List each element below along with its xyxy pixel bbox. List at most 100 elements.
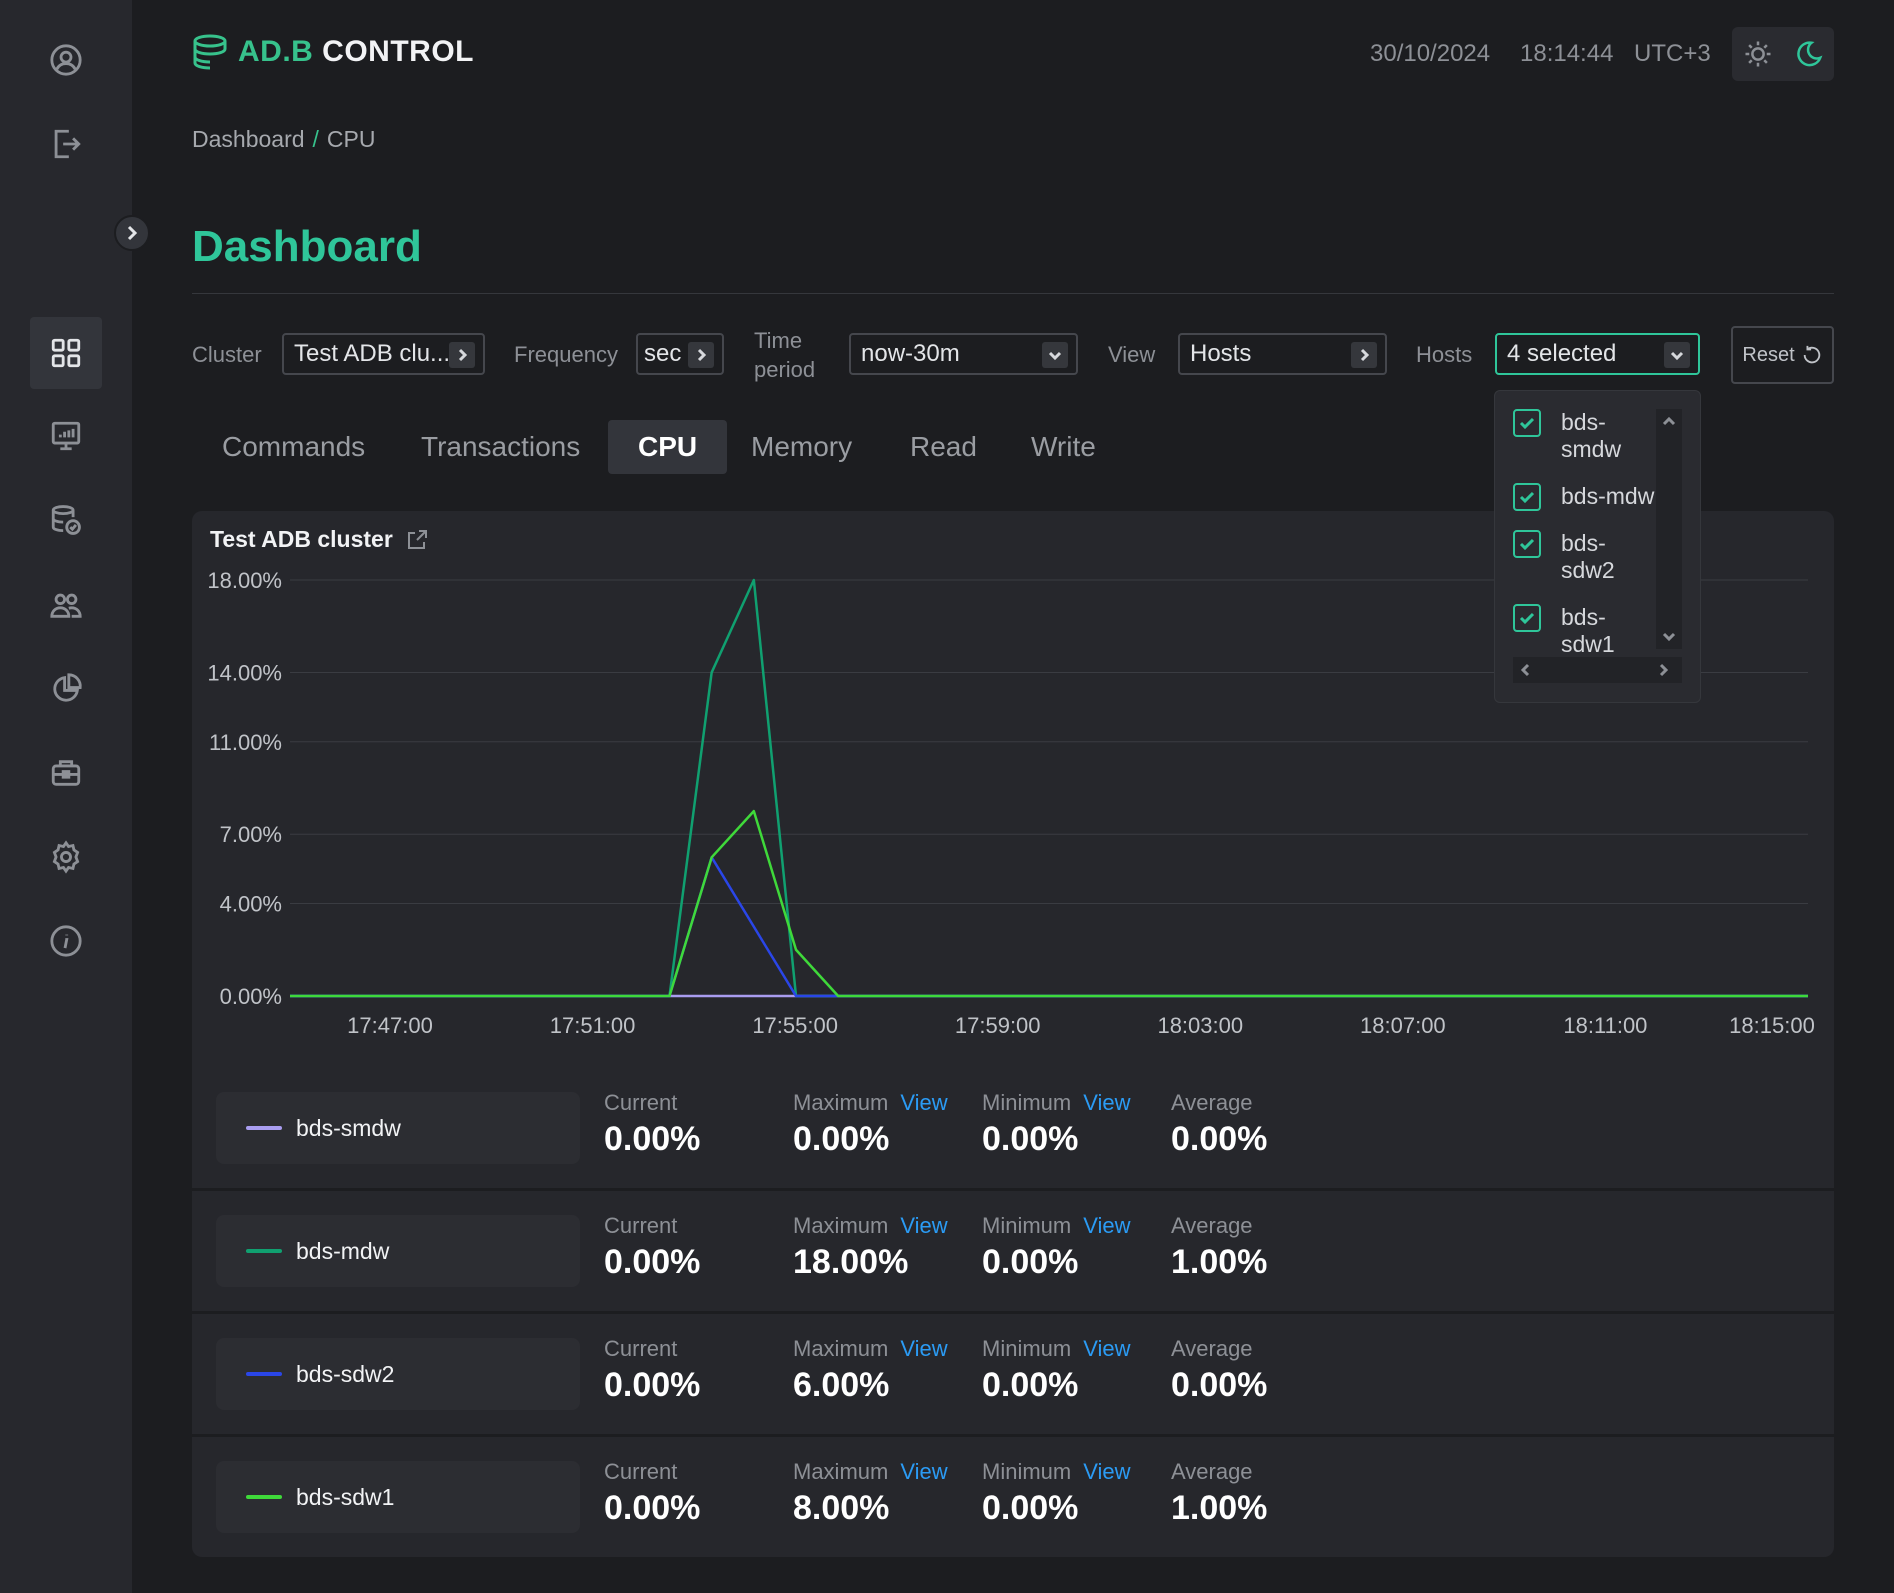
chevron-down-icon[interactable]: [1662, 629, 1676, 643]
y-tick-label: 14.00%: [207, 660, 282, 685]
cluster-select[interactable]: Test ADB clu...: [282, 333, 485, 375]
row-divider: [192, 1434, 1834, 1437]
stat-label: Current: [604, 1213, 678, 1238]
chart-title: Test ADB cluster: [210, 526, 429, 553]
external-link-icon[interactable]: [405, 528, 429, 552]
hosts-value: 4 selected: [1507, 340, 1617, 367]
host-option-sdw2[interactable]: bds-sdw2: [1513, 530, 1615, 584]
stat-value: 18.00%: [793, 1243, 909, 1281]
theme-toggle[interactable]: [1732, 27, 1834, 81]
app-logo[interactable]: AD.B CONTROL: [192, 32, 474, 72]
series-line-bds-sdw1[interactable]: [290, 809, 1808, 998]
host-option-label: bds-: [1561, 530, 1606, 556]
breadcrumb-dashboard[interactable]: Dashboard: [192, 126, 305, 152]
header-time: 18:14:44: [1520, 40, 1614, 67]
chevron-right-icon[interactable]: [1656, 663, 1670, 677]
legend-item[interactable]: bds-smdw: [216, 1092, 580, 1164]
tab-cpu[interactable]: CPU: [608, 420, 728, 474]
reset-button[interactable]: Reset: [1731, 326, 1834, 384]
y-tick-label: 7.00%: [220, 822, 282, 847]
chevron-right-icon: [697, 348, 707, 362]
tab-write[interactable]: Write: [1031, 431, 1096, 462]
x-tick-label: 17:47:00: [347, 1013, 433, 1038]
title-divider: [192, 293, 1834, 294]
checkbox-checked-icon[interactable]: [1513, 409, 1541, 437]
stat-label: Average: [1171, 1336, 1253, 1361]
x-tick-label: 17:51:00: [550, 1013, 636, 1038]
stat-label: Maximum: [793, 1213, 889, 1238]
legend-item[interactable]: bds-sdw1: [216, 1461, 580, 1533]
monitoring-icon[interactable]: [30, 400, 102, 472]
vertical-scrollbar[interactable]: [1656, 409, 1682, 649]
y-tick-label: 4.00%: [220, 892, 282, 917]
host-option-mdw[interactable]: bds-mdw: [1513, 483, 1654, 511]
moon-icon[interactable]: [1794, 39, 1824, 69]
view-select[interactable]: Hosts: [1178, 333, 1387, 375]
stat-value: 8.00%: [793, 1489, 890, 1527]
checkbox-checked-icon[interactable]: [1513, 604, 1541, 632]
users-icon[interactable]: [30, 569, 102, 641]
stat-value: 1.00%: [1171, 1489, 1268, 1527]
host-option-smdw[interactable]: bds-smdw: [1513, 409, 1621, 463]
view-maximum-link[interactable]: View: [900, 1336, 948, 1361]
breadcrumb-cpu: CPU: [326, 126, 376, 152]
reset-label: Reset: [1742, 343, 1795, 366]
view-minimum-link[interactable]: View: [1083, 1336, 1131, 1361]
legend-swatch: [246, 1249, 282, 1253]
view-minimum-link[interactable]: View: [1083, 1459, 1131, 1484]
chevron-right-icon: [458, 348, 468, 362]
settings-icon[interactable]: [30, 821, 102, 893]
legend-item[interactable]: bds-mdw: [216, 1215, 580, 1287]
x-tick-label: 18:11:00: [1563, 1013, 1647, 1038]
chevron-up-icon[interactable]: [1662, 415, 1676, 429]
logout-icon[interactable]: [30, 108, 102, 180]
checkbox-checked-icon[interactable]: [1513, 530, 1541, 558]
legend-item[interactable]: bds-sdw2: [216, 1338, 580, 1410]
expand-sidebar-button[interactable]: [114, 215, 150, 251]
hosts-select[interactable]: 4 selected: [1495, 333, 1700, 375]
view-minimum-link[interactable]: View: [1083, 1090, 1131, 1115]
frequency-value: sec: [644, 340, 682, 367]
chevron-left-icon[interactable]: [1519, 663, 1533, 677]
view-minimum-link[interactable]: View: [1083, 1213, 1131, 1238]
stat-label: Minimum: [982, 1090, 1072, 1115]
x-tick-label: 18:15:00: [1729, 1013, 1815, 1038]
tab-transactions[interactable]: Transactions: [421, 431, 581, 462]
host-option-sdw1[interactable]: bds-sdw1: [1513, 604, 1615, 658]
view-maximum-link[interactable]: View: [900, 1090, 948, 1115]
header-timezone: UTC+3: [1634, 40, 1711, 67]
y-tick-label: 0.00%: [220, 984, 282, 1009]
view-maximum-link[interactable]: View: [900, 1213, 948, 1238]
horizontal-scrollbar[interactable]: [1513, 657, 1682, 683]
x-tick-label: 18:03:00: [1157, 1013, 1243, 1038]
stat-label: Current: [604, 1090, 678, 1115]
dashboard-icon[interactable]: [30, 317, 102, 389]
view-maximum-link[interactable]: View: [900, 1459, 948, 1484]
info-icon[interactable]: [30, 905, 102, 977]
chevron-right-icon: [127, 225, 138, 241]
stat-label: Minimum: [982, 1213, 1072, 1238]
x-tick-label: 17:55:00: [752, 1013, 838, 1038]
hosts-dropdown: bds-smdw bds-mdw bds-sdw2 bds-sdw1: [1494, 390, 1701, 703]
stat-minimum: Minimum View 0.00%: [982, 1090, 1131, 1159]
x-tick-label: 18:07:00: [1360, 1013, 1446, 1038]
tab-commands[interactable]: Commands: [222, 431, 366, 462]
cluster-label: Cluster: [192, 342, 262, 367]
database-icon[interactable]: [30, 484, 102, 556]
stat-value: 0.00%: [1171, 1120, 1268, 1158]
time-period-select[interactable]: now-30m: [849, 333, 1078, 375]
frequency-select[interactable]: sec: [636, 333, 724, 375]
reports-icon[interactable]: [30, 653, 102, 725]
stat-value: 0.00%: [1171, 1366, 1268, 1404]
toolbox-icon[interactable]: [30, 737, 102, 809]
checkbox-checked-icon[interactable]: [1513, 483, 1541, 511]
chevron-down-icon: [1048, 351, 1062, 361]
user-icon[interactable]: [30, 24, 102, 96]
series-line-bds-sdw2[interactable]: [290, 856, 1808, 998]
stat-label: Minimum: [982, 1459, 1072, 1484]
sun-icon[interactable]: [1743, 39, 1773, 69]
tab-memory[interactable]: Memory: [751, 431, 853, 462]
stat-value: 6.00%: [793, 1366, 890, 1404]
tab-read[interactable]: Read: [910, 431, 977, 462]
frequency-label: Frequency: [514, 342, 618, 367]
